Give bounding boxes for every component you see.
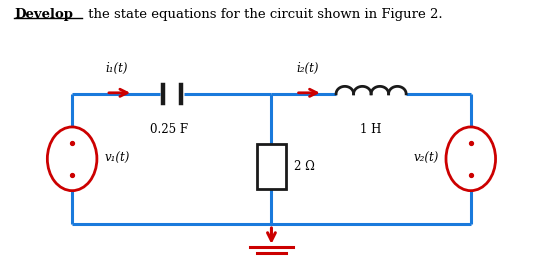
Ellipse shape <box>47 127 97 191</box>
Text: Develop: Develop <box>14 9 73 21</box>
Text: i₂(t): i₂(t) <box>297 62 319 75</box>
Text: 2 Ω: 2 Ω <box>294 160 315 173</box>
Bar <box>257 143 286 189</box>
Text: the state equations for the circuit shown in Figure 2.: the state equations for the circuit show… <box>84 9 443 21</box>
Text: i₁(t): i₁(t) <box>106 62 128 75</box>
Text: v₂(t): v₂(t) <box>413 152 438 165</box>
Text: 1 H: 1 H <box>361 123 382 136</box>
Text: 0.25 F: 0.25 F <box>150 123 188 136</box>
Ellipse shape <box>446 127 496 191</box>
Text: v₁(t): v₁(t) <box>104 152 130 165</box>
